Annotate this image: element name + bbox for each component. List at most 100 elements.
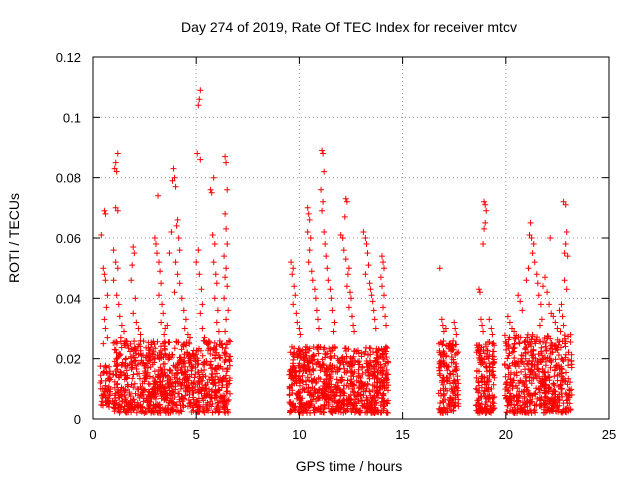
data-point	[552, 356, 559, 363]
data-point	[132, 362, 139, 369]
data-point	[474, 368, 480, 375]
data-point	[158, 280, 165, 287]
data-point	[178, 346, 185, 353]
data-point	[176, 280, 183, 287]
data-point	[369, 298, 376, 305]
data-point	[477, 393, 484, 400]
data-point	[116, 313, 123, 320]
data-point	[541, 397, 548, 404]
data-point	[288, 367, 295, 374]
data-point	[565, 333, 572, 340]
data-point	[137, 337, 144, 344]
data-point	[484, 347, 491, 354]
data-point	[543, 387, 550, 394]
data-point	[488, 385, 495, 392]
data-point	[306, 345, 313, 352]
data-point	[328, 388, 335, 394]
data-point	[114, 389, 121, 396]
data-point	[151, 235, 158, 241]
data-point	[305, 259, 312, 266]
data-point	[527, 348, 534, 355]
data-point	[116, 350, 123, 357]
data-point	[524, 331, 531, 338]
data-point	[156, 259, 162, 266]
data-point	[450, 390, 457, 397]
data-point	[331, 319, 338, 326]
data-point	[536, 338, 543, 345]
data-point	[507, 407, 514, 414]
data-point	[198, 286, 205, 293]
data-point	[338, 376, 345, 383]
data-point	[340, 392, 347, 399]
data-point	[485, 394, 492, 401]
data-point	[543, 394, 550, 401]
data-point	[225, 396, 232, 403]
data-point	[178, 364, 185, 371]
data-point	[558, 301, 565, 308]
data-point	[562, 351, 569, 358]
data-point	[532, 340, 539, 347]
data-point	[382, 313, 389, 320]
data-point	[296, 390, 303, 397]
data-point	[213, 343, 220, 350]
data-point	[211, 376, 218, 383]
data-point	[199, 301, 206, 308]
data-point	[161, 331, 168, 338]
y-tick-label: 0.04	[56, 291, 81, 306]
data-point	[194, 355, 201, 362]
data-point	[161, 360, 168, 367]
data-point	[379, 372, 386, 378]
data-point	[153, 407, 160, 414]
data-point	[444, 405, 451, 412]
data-point	[437, 339, 444, 346]
data-point	[562, 201, 569, 208]
data-point	[213, 280, 220, 287]
data-point	[364, 396, 371, 403]
data-point	[210, 259, 217, 266]
x-tick-label: 10	[292, 427, 306, 442]
data-point	[287, 408, 294, 415]
data-point	[567, 339, 574, 345]
data-point	[141, 368, 148, 375]
data-point	[296, 360, 303, 367]
data-point	[213, 319, 220, 326]
data-point	[441, 350, 448, 357]
data-point	[511, 334, 518, 341]
data-point	[347, 354, 354, 361]
data-point	[506, 319, 513, 326]
data-point	[306, 367, 313, 374]
data-point	[481, 198, 488, 205]
data-point	[556, 307, 563, 314]
data-point	[288, 401, 294, 408]
data-point	[166, 339, 173, 346]
data-point	[224, 388, 231, 395]
data-point	[302, 343, 309, 350]
data-point	[444, 377, 451, 384]
data-point	[207, 186, 214, 193]
data-point	[286, 391, 293, 398]
data-point	[529, 361, 535, 368]
data-point	[300, 385, 307, 392]
data-point	[195, 247, 202, 254]
data-point	[526, 392, 533, 399]
data-point	[562, 241, 569, 247]
data-point	[490, 340, 497, 347]
data-point	[351, 348, 357, 355]
data-point	[362, 381, 369, 388]
data-point	[341, 345, 348, 352]
data-point	[504, 313, 511, 320]
data-point	[558, 409, 565, 415]
data-point	[304, 229, 311, 235]
data-point	[565, 362, 572, 369]
data-point	[321, 344, 328, 351]
data-point	[123, 355, 129, 362]
data-point	[322, 241, 329, 247]
data-point	[340, 402, 347, 408]
data-point	[161, 343, 168, 350]
data-point	[320, 362, 327, 369]
data-point	[563, 286, 570, 293]
data-point	[105, 395, 112, 402]
data-point	[227, 353, 234, 360]
data-point	[132, 357, 139, 364]
data-point	[525, 391, 532, 398]
